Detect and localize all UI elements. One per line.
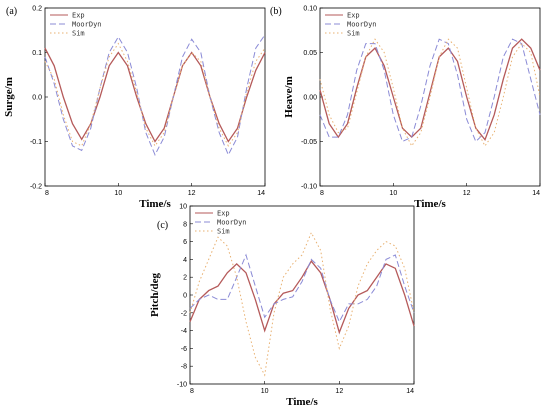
x-tick-label: 10 [114,190,122,197]
series-line-sim [319,38,541,147]
legend-label: MoorDyn [347,21,377,29]
series-line-moordyn [189,253,415,323]
y-tick-label: 0.05 [303,50,317,57]
y-tick-label: -0.10 [301,184,317,191]
x-tick-label: 14 [406,388,414,395]
y-tick-label: -6 [181,346,187,353]
y-tick-label: -8 [181,364,187,371]
x-tick-label: 12 [335,388,343,395]
series-line-moordyn [44,34,266,156]
series-line-exp [189,260,415,335]
panel-label: (c) [157,220,168,231]
y-tick-label: -10 [177,382,187,389]
y-tick-label: 10 [179,204,187,211]
x-tick-label: 8 [45,190,49,197]
y-tick-label: 0.00 [303,95,317,102]
x-tick-label: 12 [188,190,196,197]
legend-label: Exp [347,12,360,20]
legend-label: MoorDyn [217,219,247,227]
y-axis-title: Surge/m [3,77,15,117]
x-axis-title: Time/s [414,198,446,210]
y-tick-label: 6 [183,239,187,246]
y-tick-label: -0.2 [30,184,42,191]
y-tick-label: 0.2 [32,6,42,13]
panel-label: (b) [270,6,282,17]
x-tick-label: 10 [261,388,269,395]
y-axis-title: Heave/m [283,76,295,118]
legend-label: Sim [347,30,360,38]
y-tick-label: -4 [181,328,187,335]
chart-panel-1: 8 10 12 14-0.2-0.10.00.10.2ExpMoorDynSim(a)… [3,6,266,210]
y-tick-label: 2 [183,275,187,282]
series-line-exp [319,38,541,142]
y-tick-label: 0.10 [303,6,317,13]
y-tick-label: -0.1 [30,139,42,146]
legend-label: Sim [217,228,230,236]
y-tick-label: 0 [183,293,187,300]
x-tick-label: 14 [532,190,540,197]
x-tick-label: 8 [320,190,324,197]
y-tick-label: -0.05 [301,139,317,146]
legend-label: MoorDyn [72,21,102,29]
series-line-moordyn [319,38,541,143]
x-tick-label: 14 [257,190,265,197]
x-tick-label: 12 [463,190,471,197]
y-tick-label: 0.1 [32,50,42,57]
x-tick-label: 8 [190,388,194,395]
panel-label: (a) [6,6,17,17]
y-tick-label: -2 [181,310,187,317]
x-axis-title: Time/s [139,198,171,210]
y-tick-label: 4 [183,257,187,264]
y-tick-label: 0.0 [32,95,42,102]
y-tick-label: 8 [183,221,187,228]
legend-label: Exp [217,210,230,218]
legend-label: Exp [72,12,85,20]
series-line-sim [44,42,266,147]
chart-panel-2: 8 10 12 14 -0.10 -0.05 0.00 0.05 0.10 ExpMoorDynS… [270,6,541,210]
series-line-sim [189,231,415,377]
x-axis-title: Time/s [286,396,318,408]
x-tick-label: 10 [389,190,397,197]
y-axis-title: Pitch/deg [149,273,161,317]
legend-label: Sim [72,30,85,38]
series-line-exp [44,47,266,143]
